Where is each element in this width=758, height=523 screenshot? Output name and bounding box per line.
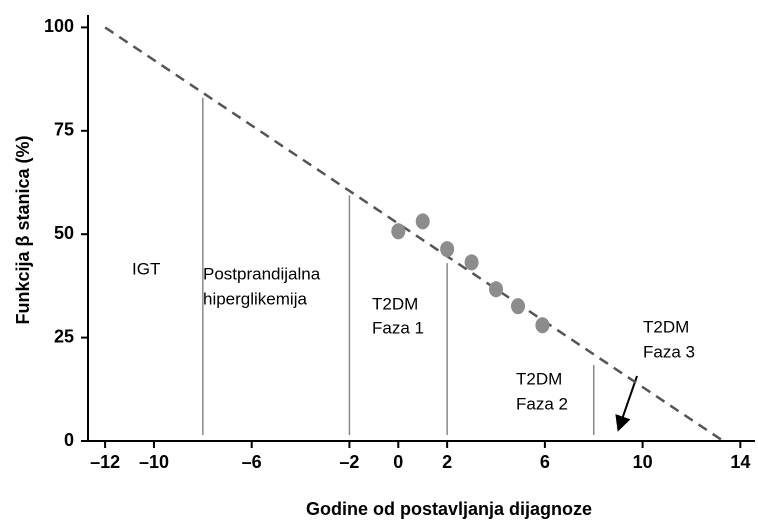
annotation: Faza 3 (643, 342, 695, 361)
data-point (415, 213, 430, 230)
annotation: IGT (132, 259, 160, 278)
annotation: Postprandijalna (203, 264, 321, 283)
data-point (489, 281, 504, 298)
arrow (615, 375, 638, 432)
data-point (391, 223, 406, 240)
y-tick-label: 50 (54, 223, 74, 243)
data-point (535, 317, 550, 334)
x-axis-label: Godine od postavljanja dijagnoze (306, 499, 592, 519)
x-tick-label: –10 (139, 452, 169, 472)
annotation: T2DM (372, 294, 418, 313)
annotation: hiperglikemija (203, 289, 307, 308)
data-point (511, 298, 526, 315)
x-tick-label: 14 (730, 452, 750, 472)
y-tick-label: 100 (44, 16, 74, 36)
y-axis-label: Funkcija β stanica (%) (13, 135, 33, 324)
annotation: T2DM (643, 317, 689, 336)
y-tick-label: 75 (54, 120, 74, 140)
data-point (440, 241, 455, 258)
data-point (464, 254, 479, 271)
trend-line (104, 26, 724, 443)
x-tick-label: 2 (442, 452, 452, 472)
x-tick-label: –6 (242, 452, 262, 472)
y-tick-label: 25 (54, 326, 74, 346)
x-tick-label: 10 (633, 452, 653, 472)
y-tick-label: 0 (64, 430, 74, 450)
x-tick-label: 0 (393, 452, 403, 472)
x-tick-label: 6 (540, 452, 550, 472)
annotation: T2DM (516, 369, 562, 388)
x-tick-label: –12 (90, 452, 120, 472)
annotation: Faza 1 (372, 318, 424, 337)
x-tick-label: –2 (339, 452, 359, 472)
annotation: Faza 2 (516, 394, 568, 413)
